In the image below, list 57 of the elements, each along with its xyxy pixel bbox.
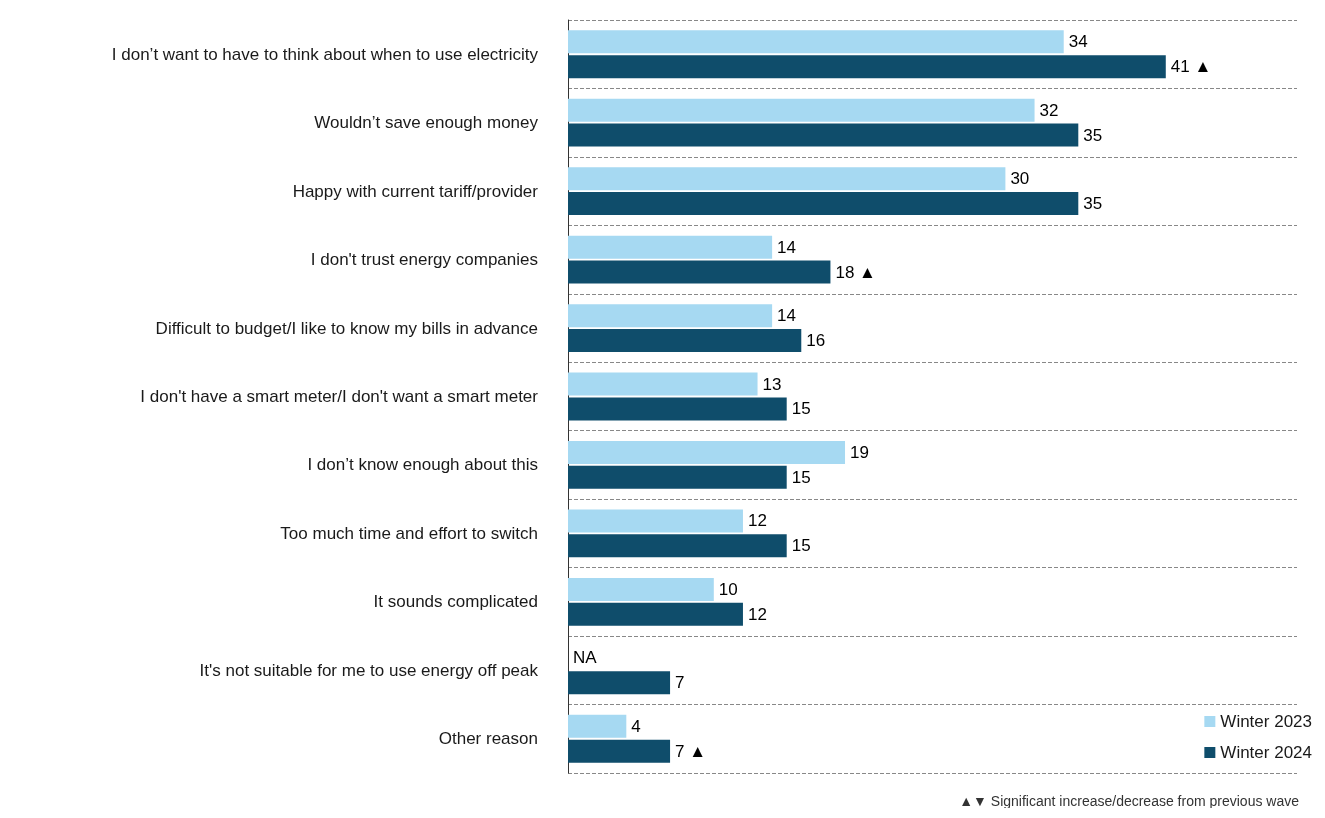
data-label: 16 (806, 330, 826, 350)
y-tick-label: Other reason (438, 729, 538, 749)
data-label: 10 (718, 579, 738, 599)
bar (568, 509, 743, 533)
bar (568, 235, 773, 259)
y-tick-label: I don’t want to have to think about when to use electricity (111, 44, 539, 64)
data-label: 35 (1083, 125, 1103, 145)
data-label: 30 (1010, 169, 1030, 189)
data-label: 14 (777, 237, 797, 257)
text: ▲▼ Significant increase/decrease from previous wave (959, 793, 1300, 809)
data-label: 4 (631, 716, 641, 736)
bar (568, 167, 1006, 191)
data-label: 18 ▲ (835, 262, 876, 282)
legend-label: Winter 2023 (1220, 712, 1313, 731)
y-tick-label: Wouldn’t save enough money (314, 113, 539, 133)
data-label: 7 ▲ (675, 741, 707, 761)
y-tick-label: I don't trust energy companies (310, 250, 538, 270)
bar (568, 372, 758, 396)
y-tick-label: It sounds complicated (373, 592, 538, 612)
legend-label: Winter 2024 (1220, 743, 1313, 762)
bar (568, 739, 671, 763)
bar (568, 441, 846, 465)
bar (568, 714, 627, 738)
bar (568, 123, 1079, 147)
data-label: 15 (791, 399, 811, 419)
bar (568, 192, 1079, 216)
bar (568, 260, 831, 284)
data-label: 15 (791, 467, 811, 487)
text: NA (573, 648, 597, 668)
data-label: 35 (1083, 194, 1103, 214)
bar (568, 577, 714, 601)
y-tick-label: Happy with current tariff/provider (292, 181, 539, 201)
y-tick-label: I don't have a smart meter/I don't want a smart meter (140, 387, 539, 406)
bar (568, 602, 743, 626)
data-label: 14 (777, 306, 797, 326)
data-label: 19 (850, 443, 869, 463)
data-label: 34 (1068, 32, 1088, 52)
y-tick-label: I don’t know enough about this (307, 455, 538, 475)
data-label: 12 (747, 511, 767, 531)
data-label: 7 (675, 673, 685, 693)
data-label: 32 (1039, 100, 1059, 120)
data-label: 13 (762, 374, 782, 394)
bar (568, 534, 787, 558)
bar (568, 30, 1064, 54)
data-label: 12 (747, 604, 767, 624)
y-tick-label: Too much time and effort to switch (280, 523, 538, 543)
bar (568, 465, 787, 489)
bar (568, 98, 1035, 122)
bar (568, 328, 802, 352)
bar (568, 397, 787, 421)
data-label: 15 (791, 536, 811, 556)
bar (568, 304, 773, 328)
bar (568, 55, 1166, 79)
bar (568, 671, 671, 695)
y-tick-label: Difficult to budget/I like to know my bills in advance (155, 318, 538, 338)
data-label: 41 ▲ (1170, 57, 1212, 77)
y-tick-label: It's not suitable for me to use energy off peak (199, 660, 539, 680)
